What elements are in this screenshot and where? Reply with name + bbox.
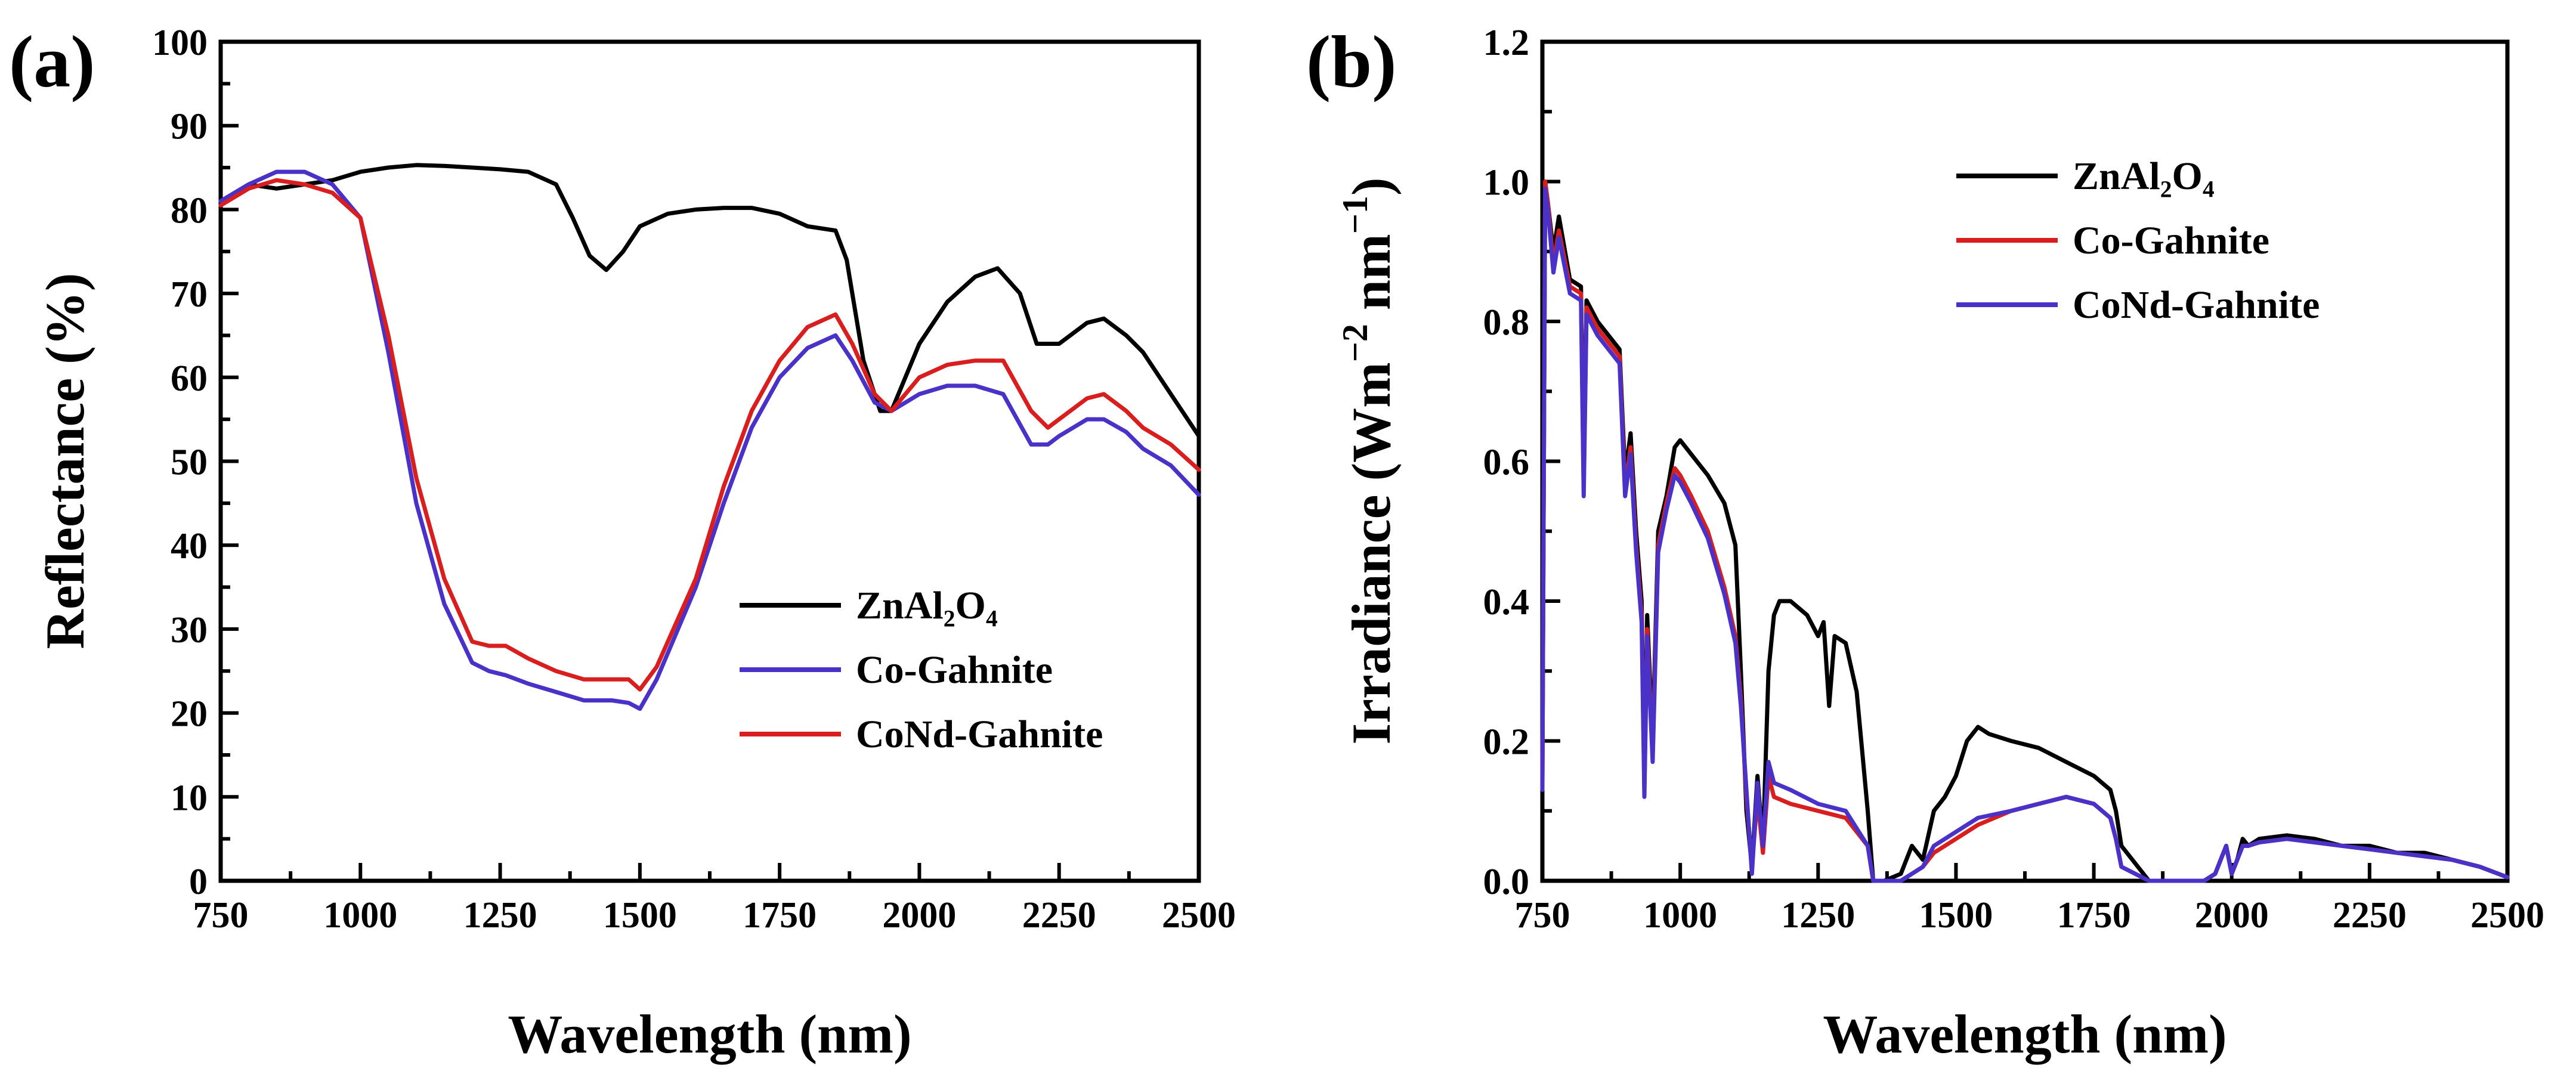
panel-b-x-axis-title: Wavelength (nm) — [1823, 1004, 2226, 1064]
panel-b-y-tick-label: 0.0 — [1483, 862, 1530, 902]
panel-b-plot-frame — [1540, 39, 2510, 883]
panel-a-label: (a) — [9, 21, 95, 103]
panel-a-x-tick-label: 1000 — [323, 895, 397, 936]
panel-a-y-tick-label: 10 — [171, 778, 208, 818]
panel-a-series-line-3 — [218, 178, 1201, 692]
panel-a-y-tick-label: 20 — [171, 694, 208, 735]
panel-b-y-tick-label: 0.2 — [1483, 722, 1530, 763]
panel-a-series-line-1 — [218, 163, 1201, 438]
panel-b-y-title-exp2: −1 — [1335, 196, 1375, 234]
panel-b-series-line-3 — [1540, 186, 2510, 883]
panel-a-y-tick-label: 60 — [171, 358, 208, 399]
panel-a-y-tick-label: 80 — [171, 190, 208, 231]
panel-b-label: (b) — [1306, 21, 1397, 103]
panel-b-y-axis-title: Irradiance (Wm−2 nm−1) — [1335, 177, 1402, 744]
panel-a-x-tick-label: 750 — [193, 895, 249, 936]
panel-b-legend: ZnAl₂O₄ Co-Gahnite CoNd-Gahnite — [1956, 154, 2320, 327]
panel-a-y-tick-label: 40 — [171, 526, 208, 567]
panel-a-x-tick-label: 2500 — [1162, 895, 1236, 936]
panel-b-legend-label-3: CoNd-Gahnite — [2073, 283, 2320, 327]
panel-a-legend-label-2: Co-Gahnite — [856, 648, 1053, 692]
panel-a-y-tick-label: 70 — [171, 274, 208, 315]
panel-b-series-group — [1540, 179, 2510, 883]
panel-b-series-line-1 — [1540, 179, 2510, 883]
panel-b-y-tick-label: 1.0 — [1483, 163, 1530, 203]
panel-b-x-tick-label: 2000 — [2195, 895, 2269, 936]
panel-a-series-line-2 — [218, 169, 1201, 711]
panel-b-y-title-end: ) — [1341, 177, 1402, 196]
panel-a-x-tick-label: 2250 — [1022, 895, 1096, 936]
panel-b-series-line-2 — [1540, 179, 2510, 883]
panel-a-series-group — [218, 163, 1201, 711]
panel-b-x-tick-label: 2500 — [2470, 895, 2544, 936]
panel-a-x-tick-label: 1250 — [463, 895, 537, 936]
panel-b-x-tick-label: 1000 — [1643, 895, 1717, 936]
panel-a-y-tick-label: 30 — [171, 610, 208, 651]
panel-b-x-tick-label: 1500 — [1919, 895, 1993, 936]
panel-a-x-tick-label: 1750 — [743, 895, 817, 936]
panel-a-legend-label-1: ZnAl₂O₄ — [856, 584, 998, 627]
panel-a-y-tick-label: 0 — [189, 862, 208, 902]
panel-a-x-tick-label: 2000 — [882, 895, 956, 936]
panel-b-y-tick-label: 0.4 — [1483, 582, 1530, 623]
panel-a-x-tick-label: 1500 — [603, 895, 677, 936]
panel-a-reflectance-chart: (a) 750 1000 1250 1500 1750 2000 2250 2500 0 10 20… — [9, 21, 1236, 1064]
panel-b-irradiance-chart: (b) 750 1000 1250 1500 1750 2000 2250 2500 0.0 0.… — [1306, 21, 2544, 1064]
panel-a-legend-label-3: CoNd-Gahnite — [856, 713, 1103, 756]
panel-b-x-tick-label: 1750 — [2057, 895, 2131, 936]
panel-a-y-tick-label: 90 — [171, 107, 208, 147]
panel-b-y-tick-label: 0.8 — [1483, 302, 1530, 343]
panel-a-y-tick-label: 50 — [171, 442, 208, 483]
panel-b-y-tick-label: 0.6 — [1483, 442, 1530, 483]
panel-b-y-title-main: Irradiance (Wm — [1341, 362, 1402, 744]
panel-b-y-title-exp1: −2 — [1335, 324, 1375, 362]
panel-b-y-tick-label: 1.2 — [1483, 23, 1530, 63]
panel-b-legend-label-2: Co-Gahnite — [2073, 219, 2269, 262]
panel-a-y-tick-label: 100 — [152, 23, 208, 63]
panel-b-x-tick-label: 750 — [1515, 895, 1570, 936]
panel-b-x-tick-label: 1250 — [1781, 895, 1855, 936]
panel-a-y-axis-title: Reflectance (%) — [35, 273, 95, 649]
panel-b-y-title-mid: nm — [1341, 234, 1402, 324]
panel-b-legend-label-1: ZnAl₂O₄ — [2073, 154, 2215, 198]
panel-a-x-axis-title: Wavelength (nm) — [508, 1004, 911, 1064]
panel-a-legend: ZnAl₂O₄ Co-Gahnite CoNd-Gahnite — [740, 584, 1103, 756]
panel-b-x-tick-label: 2250 — [2333, 895, 2407, 936]
